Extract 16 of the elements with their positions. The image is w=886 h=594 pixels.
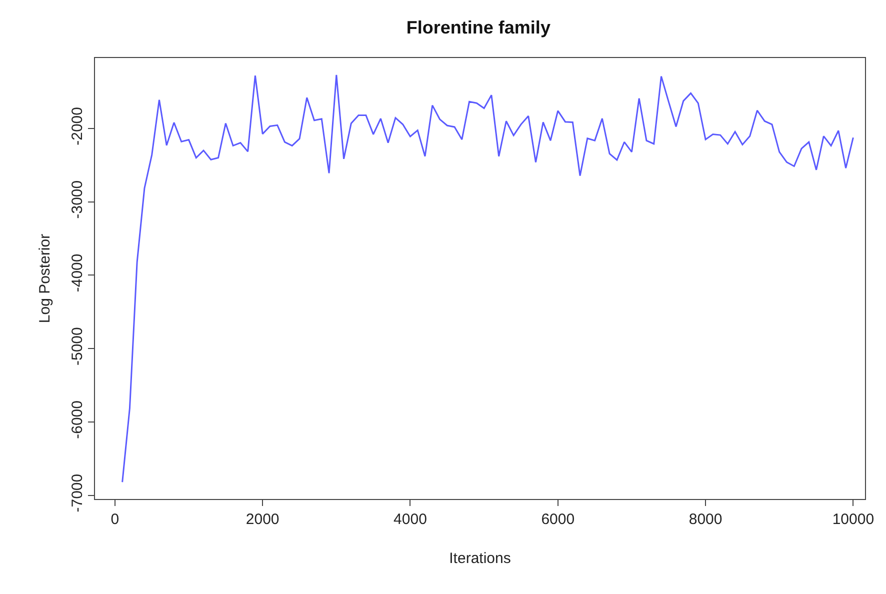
x-tick-label: 2000: [246, 511, 280, 528]
x-tick-label: 0: [110, 511, 120, 528]
y-tick-label: -7000: [69, 474, 86, 512]
x-tick-label: 8000: [688, 511, 722, 528]
x-tick-label: 10000: [832, 511, 874, 528]
y-tick-label: -4000: [69, 254, 86, 292]
y-tick-label: -6000: [69, 400, 86, 439]
y-tick-label: -2000: [69, 107, 86, 146]
y-axis-title: Log Posterior: [36, 234, 54, 324]
y-tick-label: -5000: [69, 327, 86, 366]
x-tick-label: 6000: [541, 511, 575, 528]
y-tick-label: -3000: [69, 180, 86, 219]
chart-title: Florentine family: [406, 17, 550, 38]
x-axis-title: Iterations: [449, 550, 511, 567]
line-series: [122, 74, 854, 483]
x-tick-label: 4000: [394, 511, 427, 528]
